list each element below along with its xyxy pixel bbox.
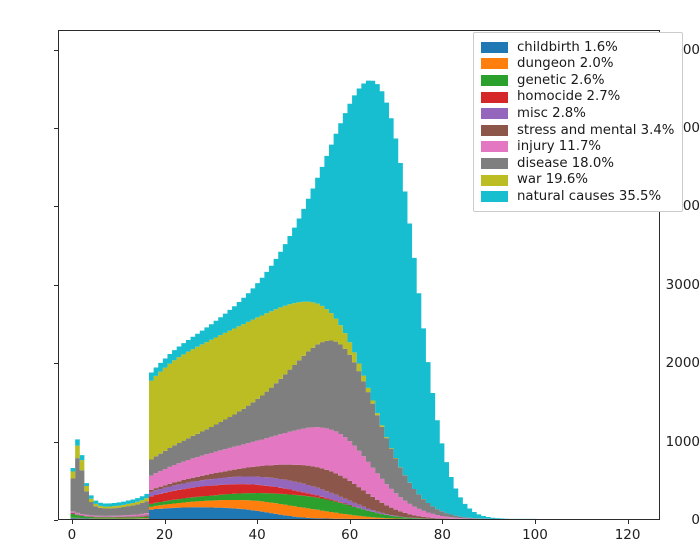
legend-swatch-icon [481, 91, 508, 103]
series-genetic [70, 492, 459, 519]
y-tick-mark [54, 441, 58, 443]
legend-item-label: natural causes 35.5% [517, 188, 662, 204]
legend-swatch-icon [481, 174, 508, 186]
legend-item: war 19.6% [481, 172, 674, 189]
legend-swatch-icon [481, 58, 508, 70]
series-war [70, 301, 426, 509]
y-tick-mark [54, 49, 58, 51]
legend-item-label: injury 11.7% [517, 139, 602, 155]
legend-swatch-icon [481, 141, 508, 153]
x-tick-mark [627, 520, 629, 524]
stacked-histogram-bars [70, 80, 537, 519]
legend-item-label: childbirth 1.6% [517, 39, 618, 55]
y-tick-label: 3000 [665, 276, 700, 293]
legend-swatch-icon [481, 41, 508, 53]
legend-item: injury 11.7% [481, 139, 674, 156]
legend-item: childbirth 1.6% [481, 39, 674, 56]
legend-item: misc 2.8% [481, 105, 674, 122]
x-tick-label: 20 [155, 527, 174, 543]
y-tick-mark [54, 206, 58, 208]
legend-swatch-icon [481, 157, 508, 169]
x-tick-mark [349, 520, 351, 524]
y-tick-mark [54, 128, 58, 130]
x-tick-mark [442, 520, 444, 524]
legend-item-label: misc 2.8% [517, 106, 586, 122]
legend-swatch-icon [481, 191, 508, 203]
legend-item-label: homocide 2.7% [517, 89, 621, 105]
x-tick-mark [164, 520, 166, 524]
y-tick-label: 1000 [665, 433, 700, 450]
legend-item: stress and mental 3.4% [481, 122, 674, 139]
y-tick-mark [54, 363, 58, 365]
y-tick-mark [54, 520, 58, 522]
x-tick-label: 80 [433, 527, 451, 543]
legend-swatch-icon [481, 108, 508, 120]
x-tick-label: 0 [67, 527, 77, 543]
legend-swatch-icon [481, 74, 508, 86]
y-tick-label: 2000 [665, 355, 700, 372]
series-stress-and-mental [70, 464, 473, 519]
legend-item: natural causes 35.5% [481, 188, 674, 205]
x-tick-mark [257, 520, 259, 524]
legend-item: disease 18.0% [481, 155, 674, 172]
legend-item: homocide 2.7% [481, 89, 674, 106]
y-tick-mark [54, 284, 58, 286]
legend-item-label: disease 18.0% [517, 155, 614, 171]
x-tick-mark [534, 520, 537, 524]
legend-swatch-icon [481, 124, 508, 136]
x-tick-label: 60 [341, 527, 359, 543]
legend-item-label: genetic 2.6% [517, 72, 605, 88]
legend-item: dungeon 2.0% [481, 56, 674, 73]
y-tick-label: 0 [691, 512, 700, 528]
series-childbirth [70, 507, 385, 519]
x-tick-label: 100 [522, 527, 548, 543]
legend-item-label: war 19.6% [517, 172, 588, 188]
x-tick-mark [71, 520, 73, 524]
x-tick-label: 40 [248, 527, 266, 543]
x-tick-label: 120 [614, 527, 641, 543]
legend-item-label: dungeon 2.0% [517, 56, 614, 72]
legend-item: genetic 2.6% [481, 72, 674, 89]
series-homocide [70, 484, 389, 518]
legend-item-label: stress and mental 3.4% [517, 122, 675, 138]
legend: childbirth 1.6% dungeon 2.0% genetic 2.6% h… [473, 32, 684, 212]
series-dungeon [70, 499, 431, 519]
series-natural-causes [70, 80, 537, 519]
series-disease [70, 340, 500, 519]
series-injury [70, 427, 500, 519]
